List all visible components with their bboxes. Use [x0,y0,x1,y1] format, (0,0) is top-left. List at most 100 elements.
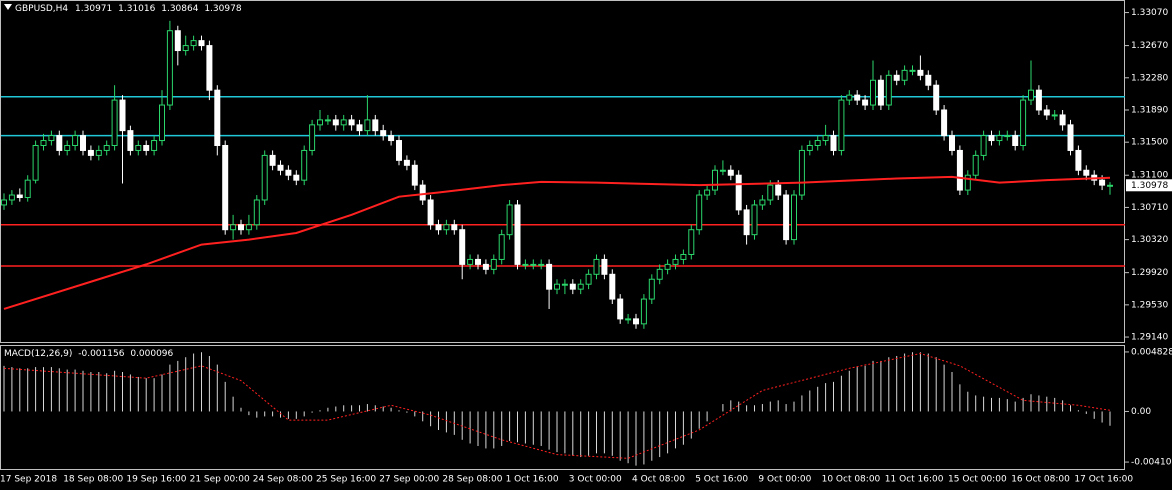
candle-body [388,135,395,142]
candle-body [996,135,1003,142]
y-tick-label: 1.30320 [1131,235,1168,245]
candle-body [972,154,979,176]
candle-body [664,263,671,270]
candle-body [32,144,39,181]
x-tick-label: 17 Sep 2018 [0,475,57,485]
current-price: 1.30978 [1131,181,1168,191]
candle-body [901,69,908,81]
candle-body [775,184,782,196]
y-tick-label: 1.29530 [1131,300,1168,310]
candle-body [48,135,55,142]
candle-body [727,169,734,176]
candle-body [743,209,750,236]
candle-body [1083,169,1090,176]
candle-body [103,144,110,151]
candle-body [151,140,158,151]
candle-body [56,135,63,151]
candle-body [538,263,545,266]
candle-body [633,318,639,325]
candle-body [135,144,142,151]
candle-body [554,283,560,290]
candle-body [1043,109,1050,116]
candle-body [988,135,995,142]
candle-body [601,258,608,275]
candle-body [317,119,323,126]
candle-body [846,94,853,101]
candle-body [443,224,450,231]
candle-body [475,258,481,265]
candle-body [1075,149,1082,171]
candle-body [712,169,718,191]
candle-body [72,135,79,146]
candle-body [396,140,402,161]
candle-body [783,194,790,241]
candle-body [372,119,379,132]
candle-body [380,130,387,137]
candle-body [8,194,15,201]
candle-body [838,99,845,151]
y-tick-label: 1.31890 [1131,105,1168,115]
candle-body [293,174,300,181]
candle-body [1,199,7,206]
macd-title: MACD(12,26,9) [4,349,72,359]
candle-body [648,278,655,300]
candle-body [80,135,86,151]
candle-body [301,149,308,181]
symbol: GBPUSD,H4 [15,4,68,14]
candle-body [198,40,205,47]
candle-body [309,124,316,151]
signal-line [3,353,1111,459]
candle-body [941,109,948,137]
candle-body [925,74,932,86]
x-tick-label: 25 Sep 16:00 [316,475,376,485]
candle-body [127,130,134,151]
x-tick-label: 1 Oct 16:00 [506,475,559,485]
candle-body [490,258,497,270]
candle-body [1051,114,1058,117]
candle-body [791,194,797,241]
y-tick-label: 1.29140 [1131,333,1168,343]
x-tick-label: 24 Sep 08:00 [253,475,313,485]
candle-body [1012,135,1019,146]
candle-body [190,40,197,47]
x-tick-label: 4 Oct 08:00 [632,475,685,485]
candle-body [206,45,213,91]
candle-body [956,149,963,191]
x-tick-label: 9 Oct 00:00 [758,475,811,485]
macd-frame [0,345,1125,470]
candle-body [253,199,260,226]
candle-body [885,74,892,106]
y-tick-label: 0.004828 [1131,347,1172,357]
candle-body [767,184,774,201]
candle-body [1020,99,1027,146]
candle-body [245,224,252,231]
candle-body [514,204,521,265]
x-tick-label: 28 Sep 08:00 [442,475,502,485]
candle-body [403,159,410,166]
candle-body [569,283,576,290]
y-tick-label: 1.33070 [1131,8,1168,18]
y-tick-label: 1.31500 [1131,138,1168,148]
y-tick-label: 1.30710 [1131,203,1168,213]
candle-body [24,179,31,199]
candle-body [222,144,229,231]
candle-body [285,169,292,176]
x-tick-label: 10 Oct 08:00 [822,475,881,485]
candle-body [735,174,742,211]
candle-body [64,144,71,151]
candle-body [870,79,876,106]
candle-body [182,45,189,52]
candle-body [356,124,363,132]
candle-body [1004,135,1011,138]
candle-body [672,258,679,265]
candle-body [214,89,221,146]
candle-body [419,184,426,201]
candle-body [174,30,181,52]
chart-header: GBPUSD,H4 1.30971 1.31016 1.30864 1.3097… [15,4,242,14]
candle-body [751,204,758,236]
candle-body [1035,89,1042,111]
candle-body [909,69,916,72]
x-tick-label: 17 Oct 16:00 [1074,475,1133,485]
candle-body [364,119,371,132]
